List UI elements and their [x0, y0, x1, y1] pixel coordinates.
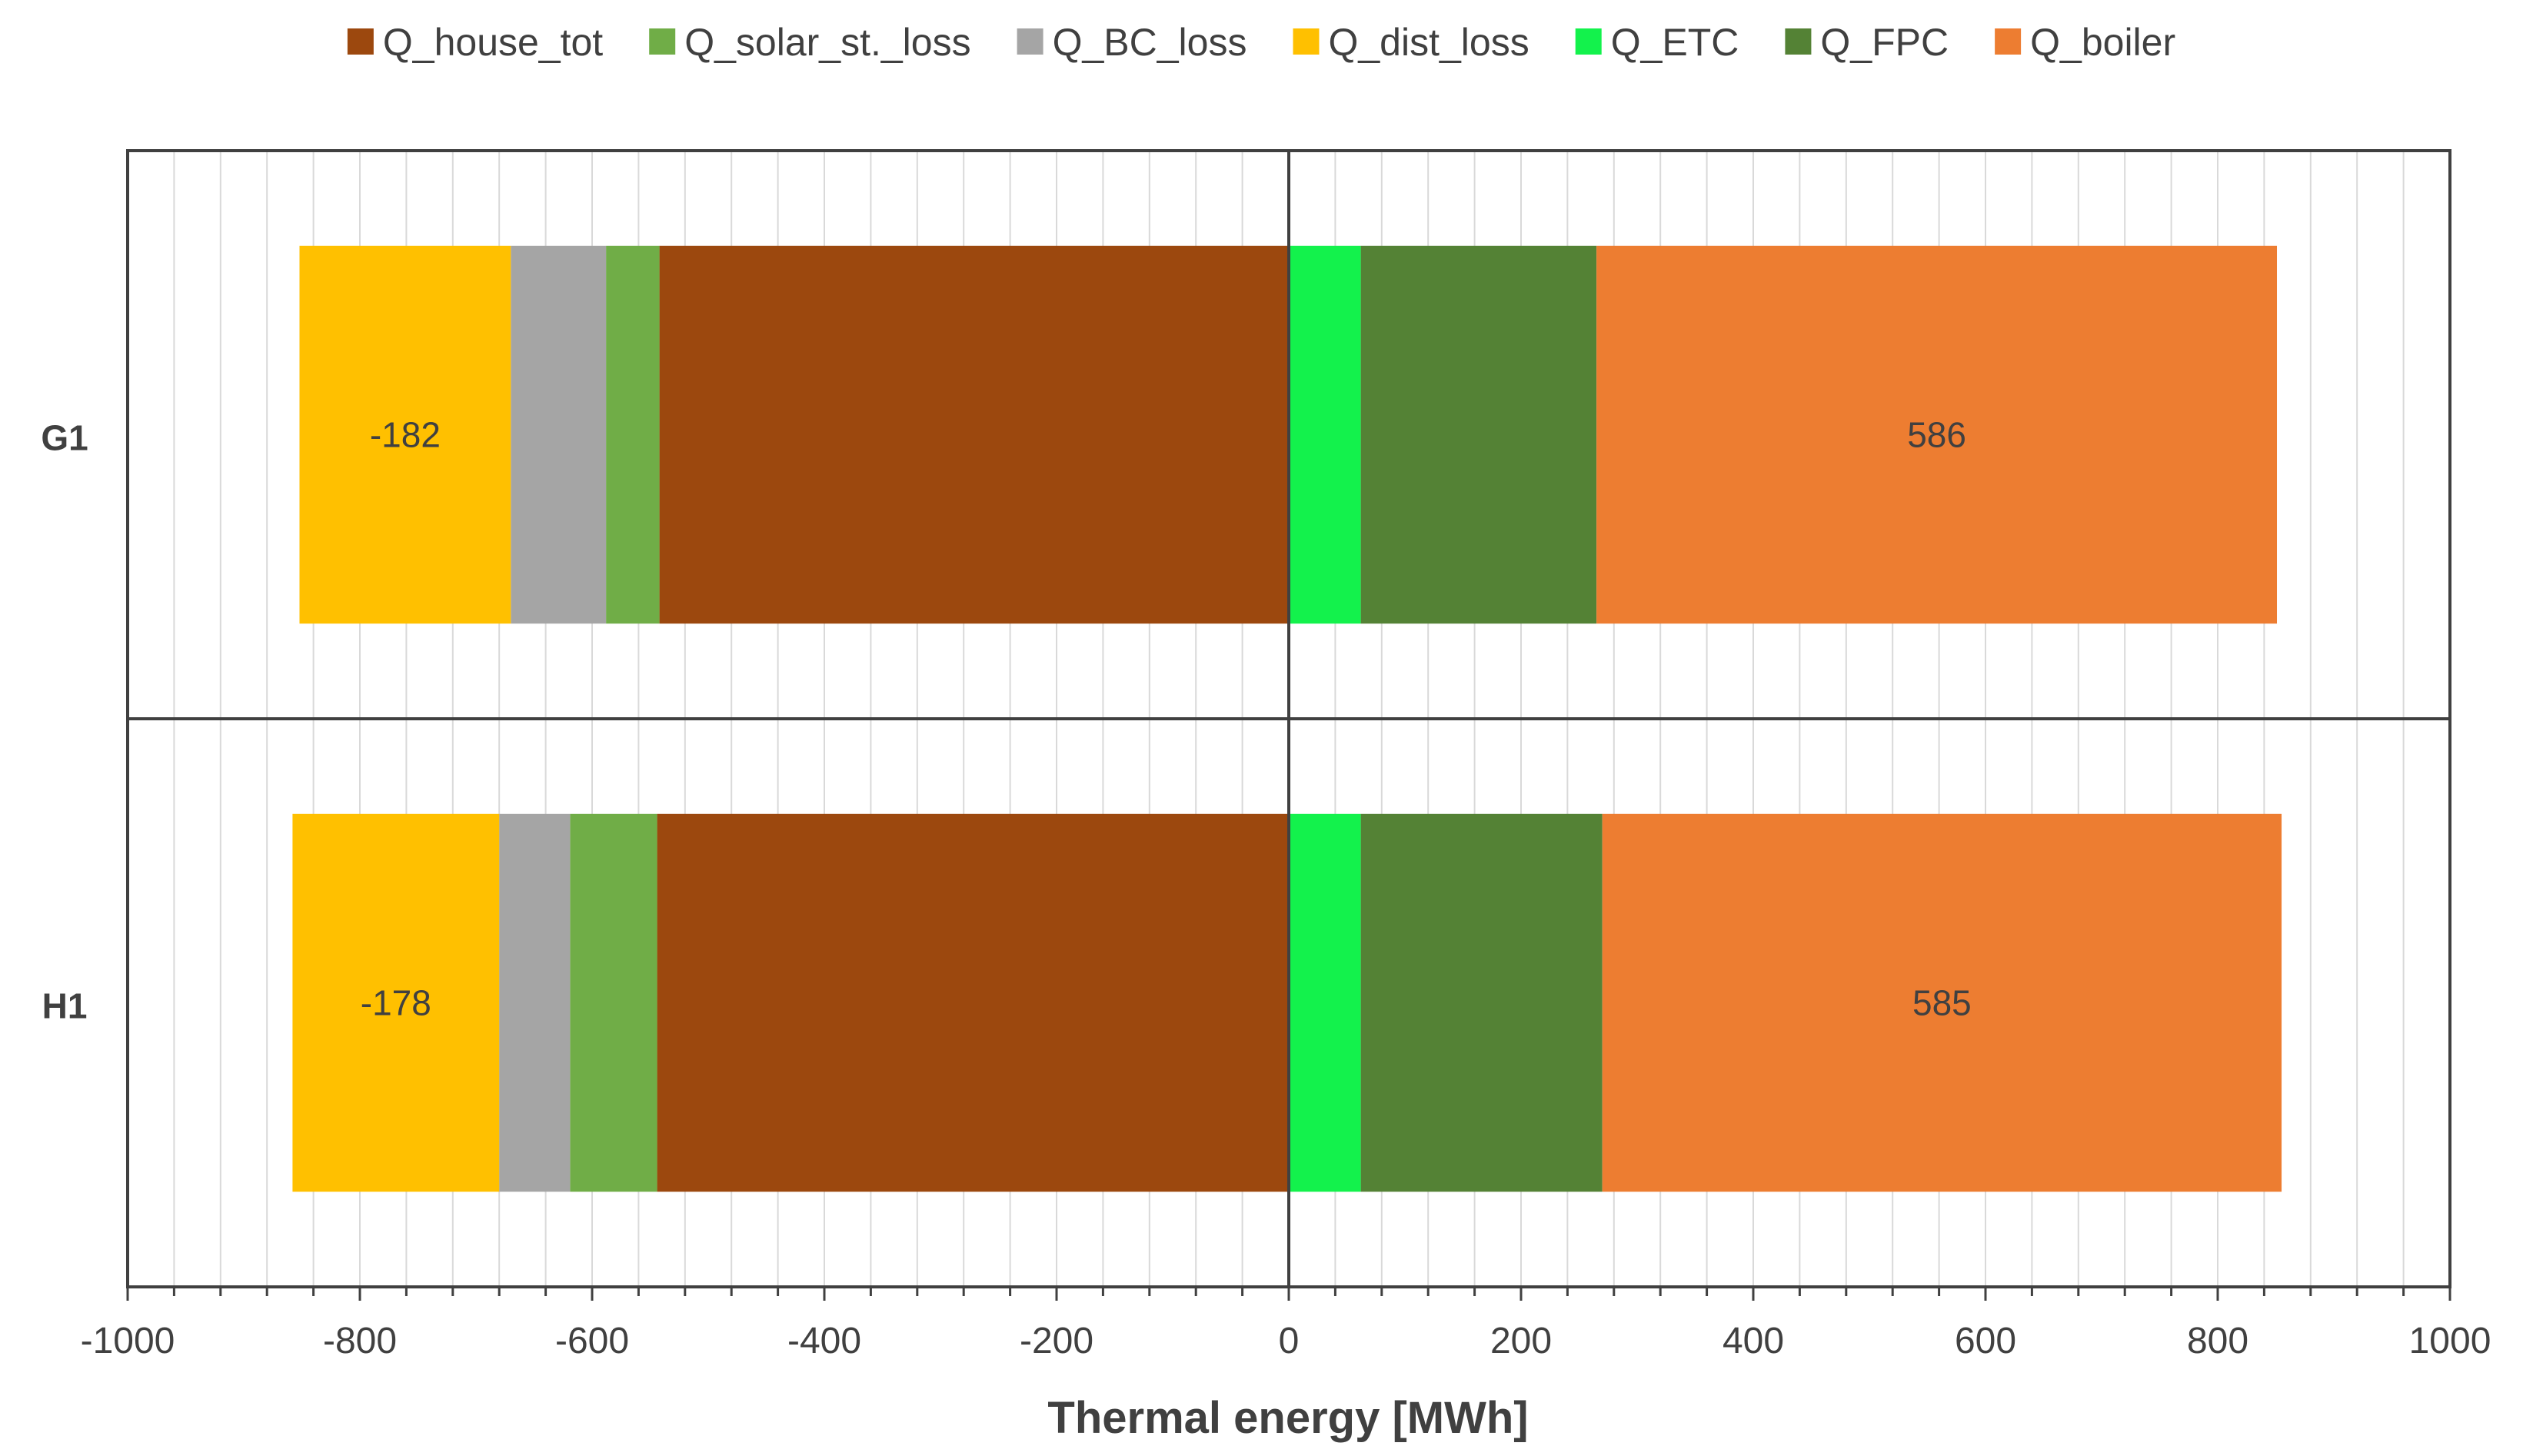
y-axis-categories: G1 H1	[41, 418, 88, 1026]
category-label: G1	[41, 418, 88, 458]
legend-swatch	[1017, 28, 1043, 55]
legend-swatch	[1293, 28, 1320, 55]
legend-item: Q_boiler	[1995, 21, 2175, 64]
x-tick-label: -1000	[81, 1321, 175, 1361]
bar-G1-Q_FPC	[1360, 245, 1597, 624]
x-axis-title: Thermal energy [MWh]	[1047, 1393, 1528, 1443]
bar-H1-Q_boiler	[1602, 813, 2282, 1192]
x-axis: -1000 -800 -600 -400 -200 0 200 400 600 800 1000	[81, 1287, 2491, 1361]
legend-item: Q_house_tot	[347, 21, 603, 64]
legend-label: Q_solar_st._loss	[684, 21, 970, 64]
category-label: H1	[42, 986, 88, 1026]
x-tick-label: 800	[2187, 1321, 2248, 1361]
legend-label: Q_BC_loss	[1053, 21, 1247, 64]
data-label: -178	[361, 983, 431, 1023]
x-tick-label: 600	[1955, 1321, 2016, 1361]
legend-label: Q_dist_loss	[1328, 21, 1529, 64]
legend-item: Q_ETC	[1575, 21, 1739, 64]
x-tick-label: -400	[787, 1321, 861, 1361]
data-label: 586	[1907, 415, 1966, 455]
bar-G1-Q_solar_st._loss	[606, 245, 660, 624]
bar-H1-Q_solar_st._loss	[570, 813, 657, 1192]
x-tick-label: 0	[1279, 1321, 1300, 1361]
data-label: 585	[1912, 983, 1972, 1023]
bars	[292, 245, 2282, 1192]
bar-G1-Q_dist_loss	[299, 245, 511, 624]
legend-item: Q_dist_loss	[1293, 21, 1529, 64]
legend-label: Q_ETC	[1611, 21, 1739, 64]
legend-item: Q_FPC	[1785, 21, 1949, 64]
bar-H1-Q_FPC	[1360, 813, 1603, 1192]
legend-item: Q_solar_st._loss	[649, 21, 971, 64]
x-tick-label: -600	[555, 1321, 629, 1361]
bar-G1-Q_boiler	[1596, 245, 2278, 624]
legend-label: Q_house_tot	[383, 21, 603, 64]
bar-G1-Q_BC_loss	[511, 245, 607, 624]
x-tick-label: -800	[323, 1321, 397, 1361]
data-label: -182	[370, 415, 441, 455]
bar-H1-Q_house_tot	[657, 813, 1289, 1192]
x-tick-label: 1000	[2409, 1321, 2491, 1361]
legend-item: Q_BC_loss	[1017, 21, 1247, 64]
legend-swatch	[649, 28, 676, 55]
legend: Q_house_tot Q_solar_st._loss Q_BC_loss Q_di…	[347, 21, 2175, 64]
legend-swatch	[347, 28, 374, 55]
legend-label: Q_FPC	[1820, 21, 1949, 64]
legend-swatch	[1785, 28, 1812, 55]
bar-G1-Q_house_tot	[659, 245, 1289, 624]
x-tick-label: 400	[1722, 1321, 1784, 1361]
x-tick-label: 200	[1490, 1321, 1552, 1361]
legend-swatch	[1575, 28, 1602, 55]
legend-swatch	[1995, 28, 2022, 55]
bar-H1-Q_dist_loss	[292, 813, 500, 1192]
legend-label: Q_boiler	[2030, 21, 2175, 64]
bar-G1-Q_ETC	[1289, 245, 1361, 624]
bar-H1-Q_BC_loss	[499, 813, 571, 1192]
bar-H1-Q_ETC	[1289, 813, 1361, 1192]
data-labels: -182 586 -178 585	[361, 415, 1972, 1023]
x-tick-label: -200	[1020, 1321, 1093, 1361]
